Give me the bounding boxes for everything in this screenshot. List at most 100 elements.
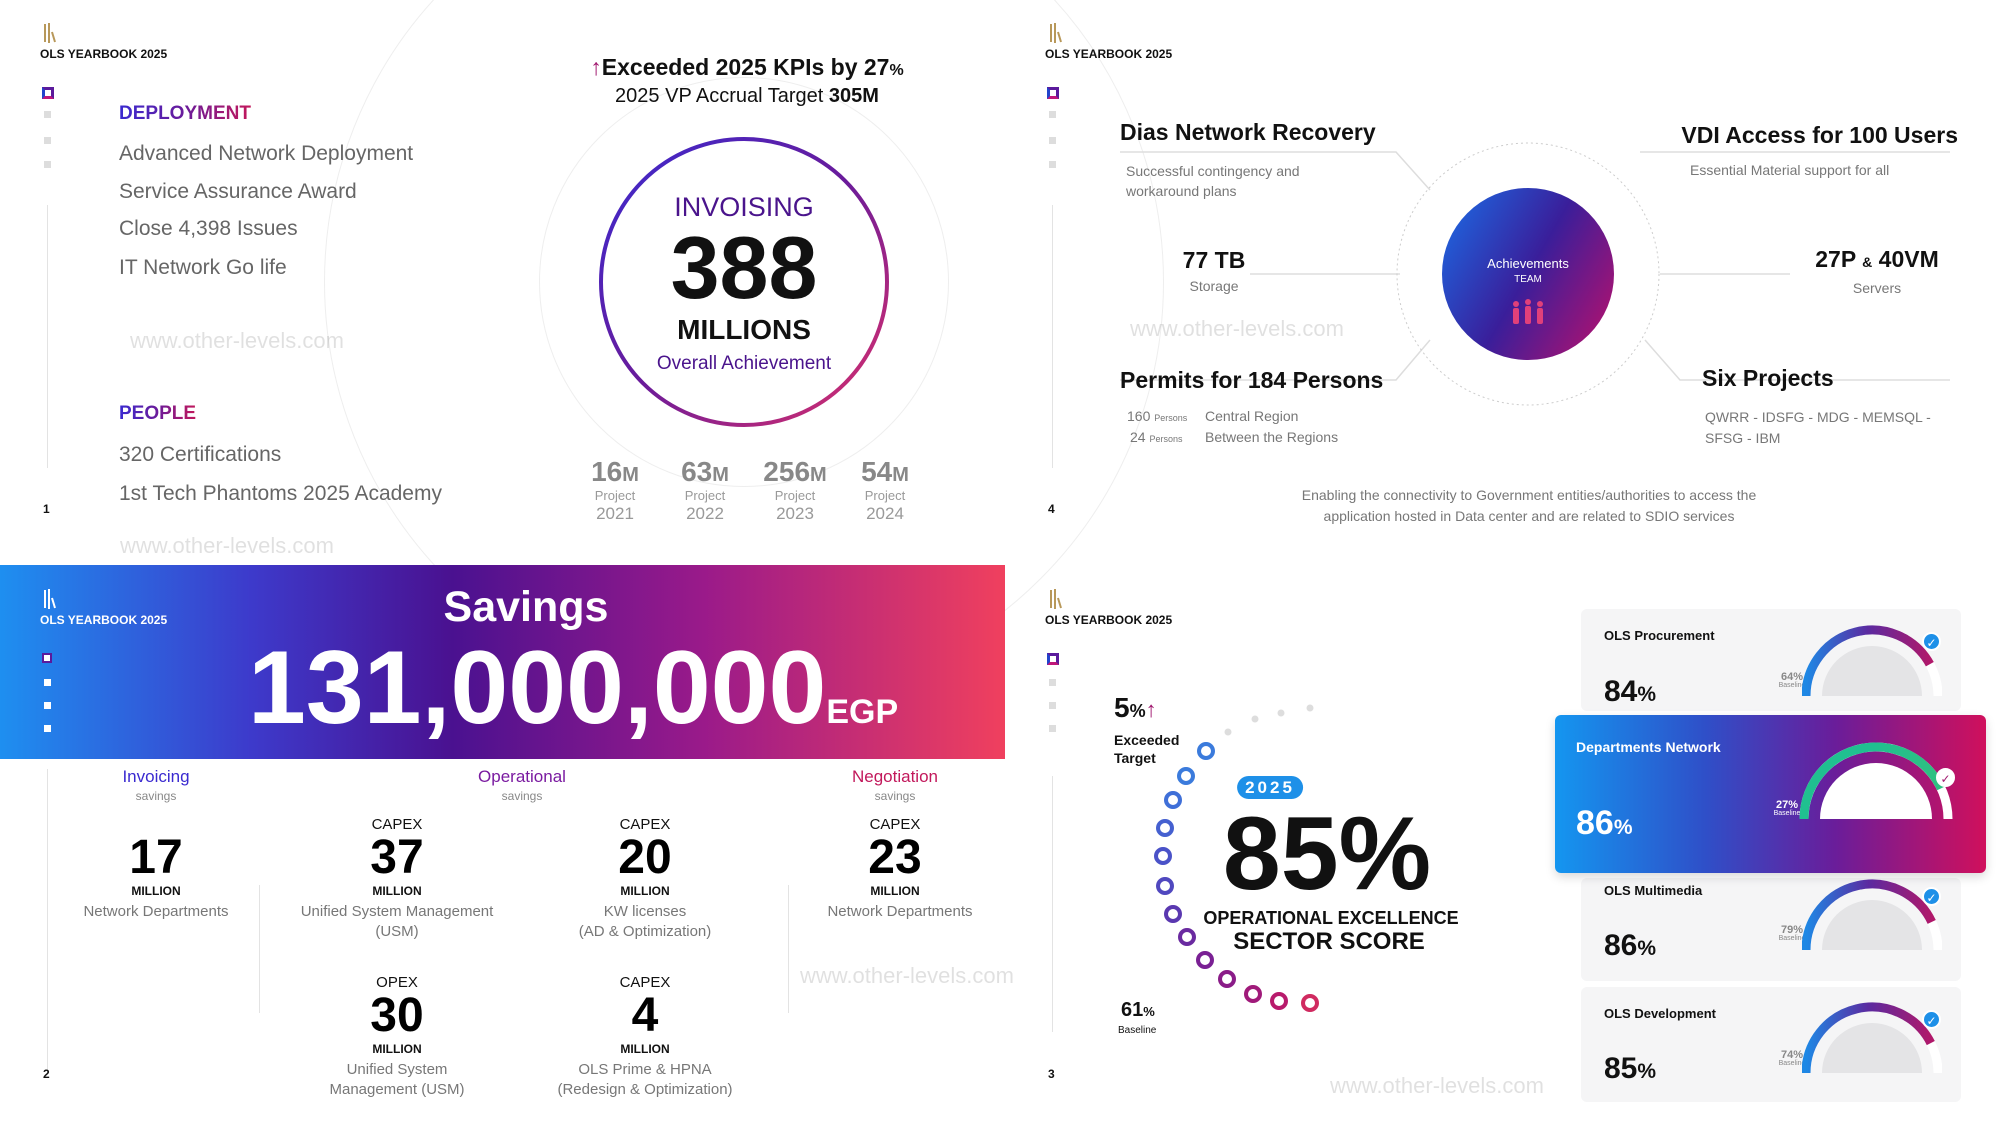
permits-title: Permits for 184 Persons (1120, 367, 1384, 393)
nav-indicator[interactable] (1049, 111, 1056, 118)
category-invoicing: Invoicing (122, 767, 190, 786)
progress-ring (1164, 791, 1182, 809)
dias-title: Dias Network Recovery (1120, 119, 1376, 145)
card-baseline: 79% Baseline (1778, 924, 1806, 942)
header-label: OLS YEARBOOK 2025 (40, 613, 168, 627)
progress-dot (1277, 709, 1285, 717)
deployment-item: IT Network Go life (119, 256, 287, 279)
nav-indicator-active[interactable] (1047, 87, 1059, 99)
footer-text: application hosted in Data center and ar… (1323, 508, 1735, 524)
people-title: PEOPLE (119, 403, 197, 424)
nav-indicator[interactable] (1049, 161, 1056, 168)
exceeded-label: Target (1114, 750, 1156, 766)
nav-indicator-active[interactable] (42, 653, 52, 663)
divider (47, 205, 48, 468)
watermark: www.other-levels.com (800, 963, 1014, 988)
card-value: 84% (1604, 675, 1657, 708)
deployment-title: DEPLOYMENT (119, 103, 251, 124)
storage-value: 77 TB (1182, 247, 1246, 273)
check-icon: ✓ (1922, 887, 1941, 906)
divider (47, 769, 48, 1070)
progress-dots (1154, 704, 1319, 1012)
check-icon: ✓ (1922, 632, 1941, 651)
score-label: OPERATIONAL EXCELLENCE (1203, 908, 1459, 928)
score-value: 85% (1222, 796, 1432, 912)
center-title: Achievements (1487, 256, 1569, 271)
footer-text: Enabling the connectivity to Government … (1301, 487, 1757, 503)
category-sub: savings (874, 789, 916, 803)
progress-ring (1301, 994, 1319, 1012)
page-number: 1 (43, 502, 50, 516)
score-label: SECTOR SCORE (1233, 928, 1425, 955)
nav-indicator[interactable] (44, 111, 51, 118)
permit-row: 160 Persons (1127, 408, 1188, 424)
gauge-dome (1822, 900, 1922, 950)
arrow-up-icon: ↑ (1145, 697, 1157, 722)
card-title: Departments Network (1576, 739, 1721, 755)
header-label: OLS YEARBOOK 2025 (1045, 613, 1173, 627)
card-title: OLS Multimedia (1604, 883, 1703, 898)
gauge-dome (1822, 1023, 1922, 1073)
nav-indicator[interactable] (44, 725, 51, 732)
page-number: 2 (43, 1067, 50, 1081)
divider (1052, 205, 1053, 468)
logo-icon (1050, 23, 1062, 43)
progress-ring (1196, 951, 1214, 969)
target-line: 2025 VP Accrual Target 305M (615, 85, 879, 107)
exceeded-value: 5%↑ (1114, 692, 1157, 723)
logo-icon (1050, 589, 1062, 609)
progress-dot (1251, 715, 1259, 723)
savings-title: Savings (443, 583, 609, 631)
card-title: OLS Development (1604, 1006, 1716, 1021)
storage-label: Storage (1189, 278, 1239, 294)
deployment-item: Service Assurance Award (119, 180, 357, 203)
gauge-fill (1802, 1002, 1935, 1074)
gauge-dome (1820, 763, 1932, 819)
arrow-up-icon: ↑ (590, 54, 602, 80)
vdi-title: VDI Access for 100 Users (1681, 122, 1958, 148)
check-icon: ✓ (1936, 768, 1955, 787)
card-value: 85% (1604, 1052, 1657, 1085)
progress-ring (1177, 767, 1195, 785)
check-icon: ✓ (1922, 1010, 1941, 1029)
nav-indicator[interactable] (1049, 725, 1056, 732)
dias-desc: Successful contingency and (1126, 163, 1300, 179)
nav-indicator-active[interactable] (1047, 653, 1059, 665)
savings-banner (0, 565, 1005, 759)
page-number: 3 (1048, 1067, 1055, 1081)
nav-indicator[interactable] (1049, 679, 1056, 686)
nav-indicator-active[interactable] (42, 87, 54, 99)
nav-indicator[interactable] (44, 137, 51, 144)
gauge (1802, 1002, 1942, 1074)
decor-ring (539, 77, 949, 487)
six-projects-desc: QWRR - IDSFG - MDG - MEMSQL - (1705, 409, 1931, 425)
permit-desc: Between the Regions (1205, 429, 1339, 445)
gauge-fill (1802, 625, 1934, 697)
team-icon (1513, 299, 1543, 324)
watermark: www.other-levels.com (130, 328, 344, 353)
progress-dot (1306, 704, 1314, 712)
circle-unit: MILLIONS (677, 314, 811, 345)
card-title: OLS Procurement (1604, 628, 1715, 643)
category-negotiation: Negotiation (851, 767, 939, 786)
nav-indicator[interactable] (44, 161, 51, 168)
gauge-fill (1799, 742, 1946, 820)
nav-indicator[interactable] (44, 679, 51, 686)
circle-title: INVOISING (674, 192, 814, 222)
six-projects-desc: SFSG - IBM (1705, 430, 1781, 446)
six-projects-title: Six Projects (1702, 365, 1834, 391)
nav-indicator[interactable] (1049, 137, 1056, 144)
gauge (1802, 879, 1942, 951)
nav-indicator[interactable] (44, 702, 51, 709)
gauge-dome (1822, 646, 1922, 696)
baseline-label: Baseline (1118, 1025, 1157, 1036)
gauge-fill (1802, 879, 1936, 951)
progress-ring (1156, 877, 1174, 895)
divider (788, 885, 789, 1013)
savings-amount: 131,000,000EGP (248, 630, 899, 746)
nav-indicator[interactable] (1049, 702, 1056, 709)
progress-ring (1197, 742, 1215, 760)
deployment-item: Close 4,398 Issues (119, 217, 298, 240)
kpi-headline: ↑Exceeded 2025 KPIs by 27% (590, 54, 904, 80)
category-sub: savings (501, 789, 543, 803)
